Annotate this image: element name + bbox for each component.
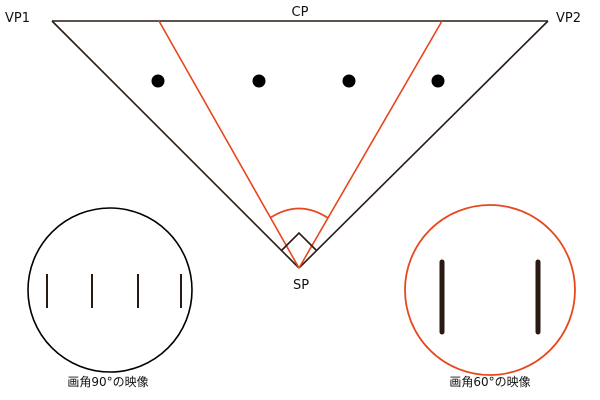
pillar-dot-1 [151, 74, 165, 88]
angle-60-arc [269, 207, 329, 219]
label-vp2: VP2 [556, 11, 581, 26]
label-vp1: VP1 [5, 11, 30, 26]
pillar-dot-3 [342, 74, 356, 88]
view-90-circle [27, 207, 193, 373]
view-60-circle [404, 204, 576, 376]
cone-60-left-edge [158, 20, 300, 269]
caption-view-60: 画角60°の映像 [449, 375, 530, 389]
right-angle-marker [281, 231, 317, 251]
pillar-dot-4 [431, 74, 445, 88]
sightline-vp2 [298, 20, 549, 269]
label-sp: SP [293, 278, 309, 293]
cone-60-right-edge [298, 20, 443, 269]
sightline-vp1 [51, 20, 300, 269]
caption-view-90: 画角90°の映像 [67, 375, 148, 389]
label-cp: CP [292, 5, 309, 20]
pillar-dot-2 [252, 74, 266, 88]
